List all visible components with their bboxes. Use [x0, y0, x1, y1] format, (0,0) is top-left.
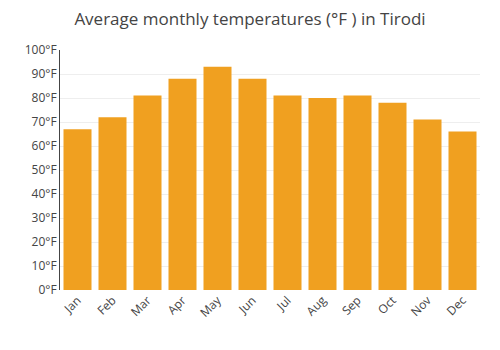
svg-text:10°F: 10°F — [32, 257, 57, 274]
svg-text:May: May — [196, 291, 225, 320]
svg-text:20°F: 20°F — [32, 233, 57, 250]
svg-text:Average monthly temperatures (: Average monthly temperatures (°F ) in Ti… — [74, 7, 425, 30]
svg-text:80°F: 80°F — [32, 89, 57, 106]
svg-text:Jun: Jun — [234, 292, 259, 317]
svg-text:70°F: 70°F — [32, 113, 57, 130]
svg-text:Jul: Jul — [272, 292, 294, 314]
svg-text:90°F: 90°F — [32, 65, 57, 82]
svg-text:Jan: Jan — [60, 292, 85, 317]
svg-text:Dec: Dec — [443, 292, 470, 319]
svg-text:0°F: 0°F — [38, 281, 56, 298]
svg-text:Aug: Aug — [302, 292, 330, 320]
svg-text:100°F: 100°F — [25, 41, 57, 58]
svg-text:Mar: Mar — [127, 292, 155, 320]
svg-text:Nov: Nov — [407, 292, 435, 320]
svg-text:Sep: Sep — [338, 292, 365, 319]
svg-text:60°F: 60°F — [32, 137, 57, 154]
svg-text:50°F: 50°F — [32, 161, 57, 178]
svg-text:Feb: Feb — [93, 292, 119, 318]
svg-text:Oct: Oct — [374, 292, 400, 318]
svg-text:30°F: 30°F — [32, 209, 57, 226]
svg-text:Apr: Apr — [164, 292, 190, 318]
svg-text:40°F: 40°F — [32, 185, 57, 202]
